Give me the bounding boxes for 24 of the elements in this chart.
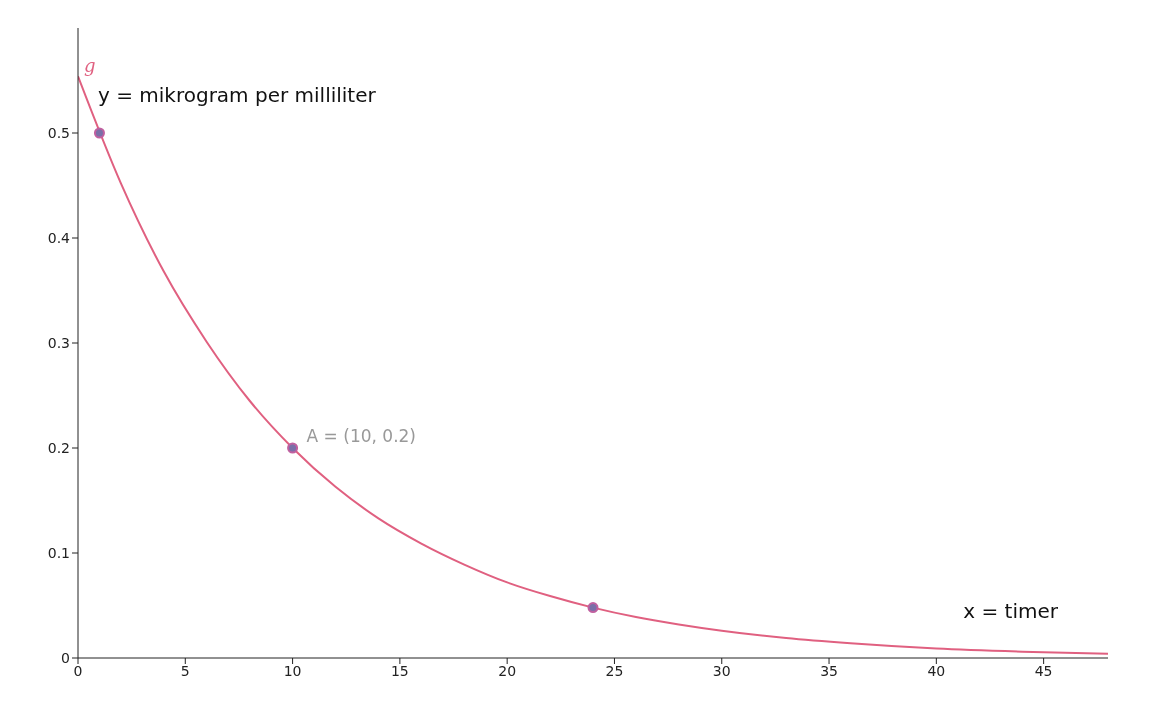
y-axis-title: y = mikrogram per milliliter	[98, 83, 377, 108]
x-tick-label: 20	[498, 662, 517, 679]
point	[287, 442, 299, 454]
y-tick-label: 0.1	[47, 544, 70, 561]
x-tick-label: 15	[390, 662, 409, 679]
x-tick-label: 35	[820, 662, 838, 679]
point	[587, 602, 599, 614]
y-tick-label: 0.5	[47, 124, 70, 141]
x-tick-label: 40	[927, 662, 946, 679]
x-tick-label: 10	[283, 662, 302, 679]
y-tick-label: 0	[61, 649, 70, 666]
series-label: g	[84, 55, 96, 77]
y-tick-label: 0.4	[47, 229, 71, 246]
x-tick-label: 25	[605, 662, 624, 679]
line-series	[78, 75, 1108, 655]
x-tick-label: 5	[180, 662, 190, 679]
x-tick-label: 0	[73, 662, 83, 679]
point	[93, 127, 105, 139]
x-tick-label: 45	[1034, 662, 1053, 679]
y-tick-label: 0.3	[47, 334, 70, 351]
x-axis-title: x = timer	[963, 599, 1059, 623]
y-tick-label: 0.2	[47, 439, 70, 456]
x-tick-label: 30	[712, 662, 731, 679]
annotation: A = (10, 0.2)	[306, 426, 417, 447]
